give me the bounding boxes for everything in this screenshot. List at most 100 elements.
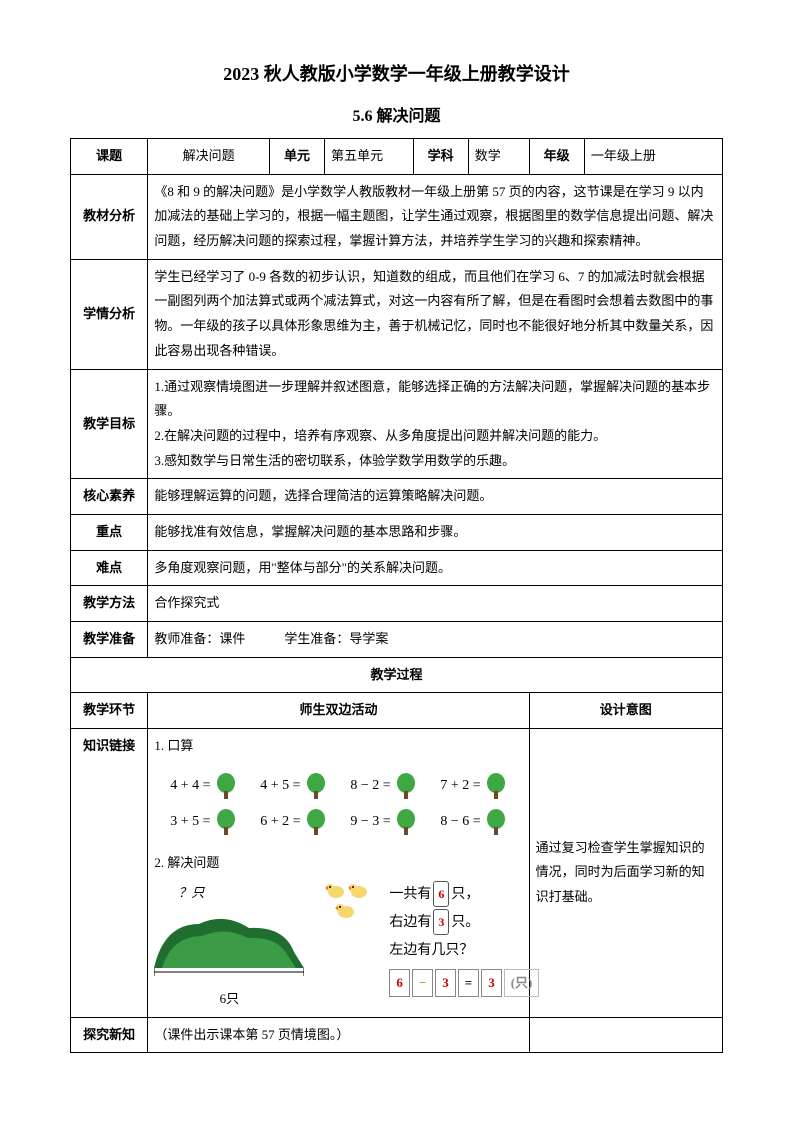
goal-line1: 1.通过观察情境图进一步理解并叙述图意，能够选择正确的方法解决问题，掌握解决问题…	[154, 375, 716, 424]
key-row: 重点 能够找准有效信息，掌握解决问题的基本思路和步骤。	[71, 514, 723, 550]
strip-unit: (只)	[504, 969, 540, 997]
grade-label: 年级	[529, 139, 584, 175]
learner-label: 学情分析	[71, 259, 148, 369]
unit-value: 第五单元	[325, 139, 413, 175]
link-item2: 2. 解决问题	[154, 851, 522, 876]
q-mark: ？只	[178, 881, 304, 906]
lesson-plan-table: 课题 解决问题 单元 第五单元 学科 数学 年级 一年级上册 教材分析 《8 和…	[70, 138, 723, 1053]
method-label: 教学方法	[71, 586, 148, 622]
ann-text: 只，	[451, 887, 479, 902]
header-row: 课题 解决问题 单元 第五单元 学科 数学 年级 一年级上册	[71, 139, 723, 175]
col-activity: 师生双边活动	[148, 693, 529, 729]
calc-item: 8 − 2 =	[350, 773, 416, 801]
strip-op: −	[412, 969, 433, 997]
calc-expr: 4 + 5 =	[260, 773, 300, 800]
hard-text: 多角度观察问题，用"整体与部分"的关系解决问题。	[148, 550, 723, 586]
process-header-row: 教学过程	[71, 657, 723, 693]
material-label: 教材分析	[71, 174, 148, 259]
calc-item: 6 + 2 =	[260, 809, 326, 837]
explore-intent	[529, 1017, 722, 1053]
tree-icon	[395, 809, 417, 837]
strip-eq: =	[458, 969, 479, 997]
chick-row-2	[334, 901, 369, 919]
calc-item: 7 + 2 =	[440, 773, 506, 801]
page-title: 2023 秋人教版小学数学一年级上册教学设计	[70, 60, 723, 86]
grade-value: 一年级上册	[584, 139, 722, 175]
calc-area: 4 + 4 = 4 + 5 = 8 − 2 = 7 + 2 = 3 + 5 = …	[154, 759, 522, 851]
bush-figure: ？只 6只	[154, 881, 304, 1011]
calc-expr: 7 + 2 =	[440, 773, 480, 800]
link-row: 知识链接 1. 口算 4 + 4 = 4 + 5 = 8 − 2 = 7 + 2…	[71, 729, 723, 1017]
process-header: 教学过程	[71, 657, 723, 693]
strip-a: 6	[389, 969, 410, 997]
key-label: 重点	[71, 514, 148, 550]
calc-row-1: 4 + 4 = 4 + 5 = 8 − 2 = 7 + 2 =	[158, 773, 518, 801]
link-activity: 1. 口算 4 + 4 = 4 + 5 = 8 − 2 = 7 + 2 = 3 …	[148, 729, 529, 1017]
ann-line3: 左边有几只？	[389, 937, 539, 965]
ann-text: 只。	[451, 915, 479, 930]
ann-box: 3	[433, 909, 449, 935]
learner-text: 学生已经学习了 0-9 各数的初步认识，知道数的组成，而且他们在学习 6、7 的…	[148, 259, 723, 369]
explore-label: 探究新知	[71, 1017, 148, 1053]
problem-annotations: 一共有6只， 右边有3只。 左边有几只？ 6 − 3 = 3 (只)	[389, 881, 539, 998]
subject-label: 学科	[413, 139, 468, 175]
calc-item: 9 − 3 =	[350, 809, 416, 837]
goal-text: 1.通过观察情境图进一步理解并叙述图意，能够选择正确的方法解决问题，掌握解决问题…	[148, 369, 723, 479]
tree-icon	[215, 809, 237, 837]
strip-c: 3	[481, 969, 502, 997]
col-stage: 教学环节	[71, 693, 148, 729]
topic-label: 课题	[71, 139, 148, 175]
goal-line2: 2.在解决问题的过程中，培养有序观察、从多角度提出问题并解决问题的能力。	[154, 424, 716, 449]
core-label: 核心素养	[71, 479, 148, 515]
goal-row: 教学目标 1.通过观察情境图进一步理解并叙述图意，能够选择正确的方法解决问题，掌…	[71, 369, 723, 479]
hard-label: 难点	[71, 550, 148, 586]
prep-row: 教学准备 教师准备：课件 学生准备：导学案	[71, 622, 723, 658]
chick-icon	[334, 901, 356, 919]
ann-text: 右边有	[389, 915, 431, 930]
topic-value: 解决问题	[148, 139, 270, 175]
calc-item: 8 − 6 =	[440, 809, 506, 837]
calc-item: 3 + 5 =	[170, 809, 236, 837]
tree-icon	[215, 773, 237, 801]
key-text: 能够找准有效信息，掌握解决问题的基本思路和步骤。	[148, 514, 723, 550]
tree-icon	[485, 809, 507, 837]
goal-line3: 3.感知数学与日常生活的密切联系，体验学数学用数学的乐趣。	[154, 449, 716, 474]
process-cols-row: 教学环节 师生双边活动 设计意图	[71, 693, 723, 729]
problem-right	[324, 881, 369, 921]
problem-area: ？只 6只	[154, 881, 522, 1011]
calc-expr: 9 − 3 =	[350, 809, 390, 836]
hard-row: 难点 多角度观察问题，用"整体与部分"的关系解决问题。	[71, 550, 723, 586]
link-item1: 1. 口算	[154, 734, 522, 759]
tree-icon	[305, 809, 327, 837]
prep-text: 教师准备：课件 学生准备：导学案	[148, 622, 723, 658]
calc-expr: 4 + 4 =	[170, 773, 210, 800]
prep-label: 教学准备	[71, 622, 148, 658]
ann-box: 6	[433, 881, 449, 907]
tree-icon	[305, 773, 327, 801]
subject-value: 数学	[468, 139, 529, 175]
calc-item: 4 + 5 =	[260, 773, 326, 801]
page-subtitle: 5.6 解决问题	[70, 102, 723, 126]
learner-row: 学情分析 学生已经学习了 0-9 各数的初步认识，知道数的组成，而且他们在学习 …	[71, 259, 723, 369]
chick-icon	[347, 881, 369, 899]
calc-row-2: 3 + 5 = 6 + 2 = 9 − 3 = 8 − 6 =	[158, 809, 518, 837]
calc-item: 4 + 4 =	[170, 773, 236, 801]
link-label: 知识链接	[71, 729, 148, 1017]
ann-line1: 一共有6只，	[389, 881, 539, 909]
method-text: 合作探究式	[148, 586, 723, 622]
method-row: 教学方法 合作探究式	[71, 586, 723, 622]
unit-label: 单元	[269, 139, 324, 175]
link-intent: 通过复习检查学生掌握知识的情况，同时为后面学习新的知识打基础。	[529, 729, 722, 1017]
goal-label: 教学目标	[71, 369, 148, 479]
ann-line2: 右边有3只。	[389, 909, 539, 937]
material-row: 教材分析 《8 和 9 的解决问题》是小学数学人教版教材一年级上册第 57 页的…	[71, 174, 723, 259]
col-intent: 设计意图	[529, 693, 722, 729]
calc-expr: 6 + 2 =	[260, 809, 300, 836]
chick-row-1	[324, 881, 369, 899]
strip-b: 3	[435, 969, 456, 997]
calc-expr: 8 − 6 =	[440, 809, 480, 836]
count-label: 6只	[154, 987, 304, 1012]
chick-icon	[324, 881, 346, 899]
core-text: 能够理解运算的问题，选择合理简洁的运算策略解决问题。	[148, 479, 723, 515]
calc-expr: 3 + 5 =	[170, 809, 210, 836]
